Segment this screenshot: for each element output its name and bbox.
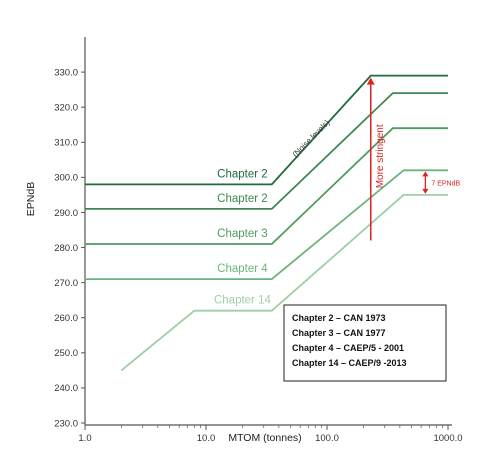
y-tick-label: 300.0 <box>54 173 78 184</box>
legend-line-3: Chapter 4 – CAEP/5 - 2001 <box>292 343 404 353</box>
y-tick-label: 240.0 <box>54 383 78 394</box>
tick-labels: 230.0 240.0 250.0 260.0 270.0 280.0 290.0 300.0… <box>54 67 462 444</box>
y-tick-label: 270.0 <box>54 278 78 289</box>
legend-line-4: Chapter 14 – CAEP/9 -2013 <box>292 358 407 368</box>
y-tick-label: 290.0 <box>54 208 78 219</box>
y-axis-title: EPNdB <box>25 182 37 216</box>
x-tick-label: 1000.0 <box>433 433 462 444</box>
gap-arrow-head-bottom <box>422 188 429 194</box>
series-line-5 <box>120 194 448 372</box>
x-tick-label: 10.0 <box>197 433 216 444</box>
series-label-1: Chapter 2 <box>217 168 268 180</box>
gap-label: 7 EPNdB <box>431 181 460 188</box>
series-label-4: Chapter 4 <box>217 263 268 275</box>
series-lines <box>85 74 448 372</box>
series-label-2: Chapter 2 <box>217 193 268 205</box>
stringency-arrow-head <box>366 77 375 85</box>
legend-line-2: Chapter 3 – CAN 1977 <box>292 328 386 338</box>
y-tick-label: 310.0 <box>54 138 78 149</box>
stringency-label: More stringent <box>375 124 386 188</box>
legend-frame <box>283 304 447 382</box>
axes <box>81 37 452 430</box>
y-tick-label: 330.0 <box>54 67 78 78</box>
series-label-3: Chapter 3 <box>217 228 268 240</box>
y-tick-label: 280.0 <box>54 243 78 254</box>
annotations: (Noise levels) More stringent 7 EPNdB <box>291 77 460 241</box>
gap-arrow-head-top <box>422 171 429 177</box>
series-labels: Chapter 2 Chapter 2 Chapter 3 Chapter 4 Chap… <box>214 168 272 306</box>
y-tick-label: 260.0 <box>54 313 78 324</box>
x-tick-label: 1.0 <box>78 433 91 444</box>
series-line-2 <box>85 92 448 210</box>
series-line-4 <box>85 169 448 280</box>
y-tick-label: 250.0 <box>54 348 78 359</box>
series-line-3 <box>85 127 448 245</box>
legend-line-1: Chapter 2 – CAN 1973 <box>292 313 386 323</box>
x-axis-title: MTOM (tonnes) <box>228 432 301 444</box>
diagonal-annotation: (Noise levels) <box>291 118 332 159</box>
y-tick-label: 320.0 <box>54 102 78 113</box>
y-tick-label: 230.0 <box>54 418 78 429</box>
x-tick-label: 100.0 <box>315 433 339 444</box>
series-line-1 <box>85 74 448 186</box>
series-label-5: Chapter 14 <box>214 295 272 307</box>
legend-box: Chapter 2 – CAN 1973 Chapter 3 – CAN 1977… <box>283 304 447 382</box>
